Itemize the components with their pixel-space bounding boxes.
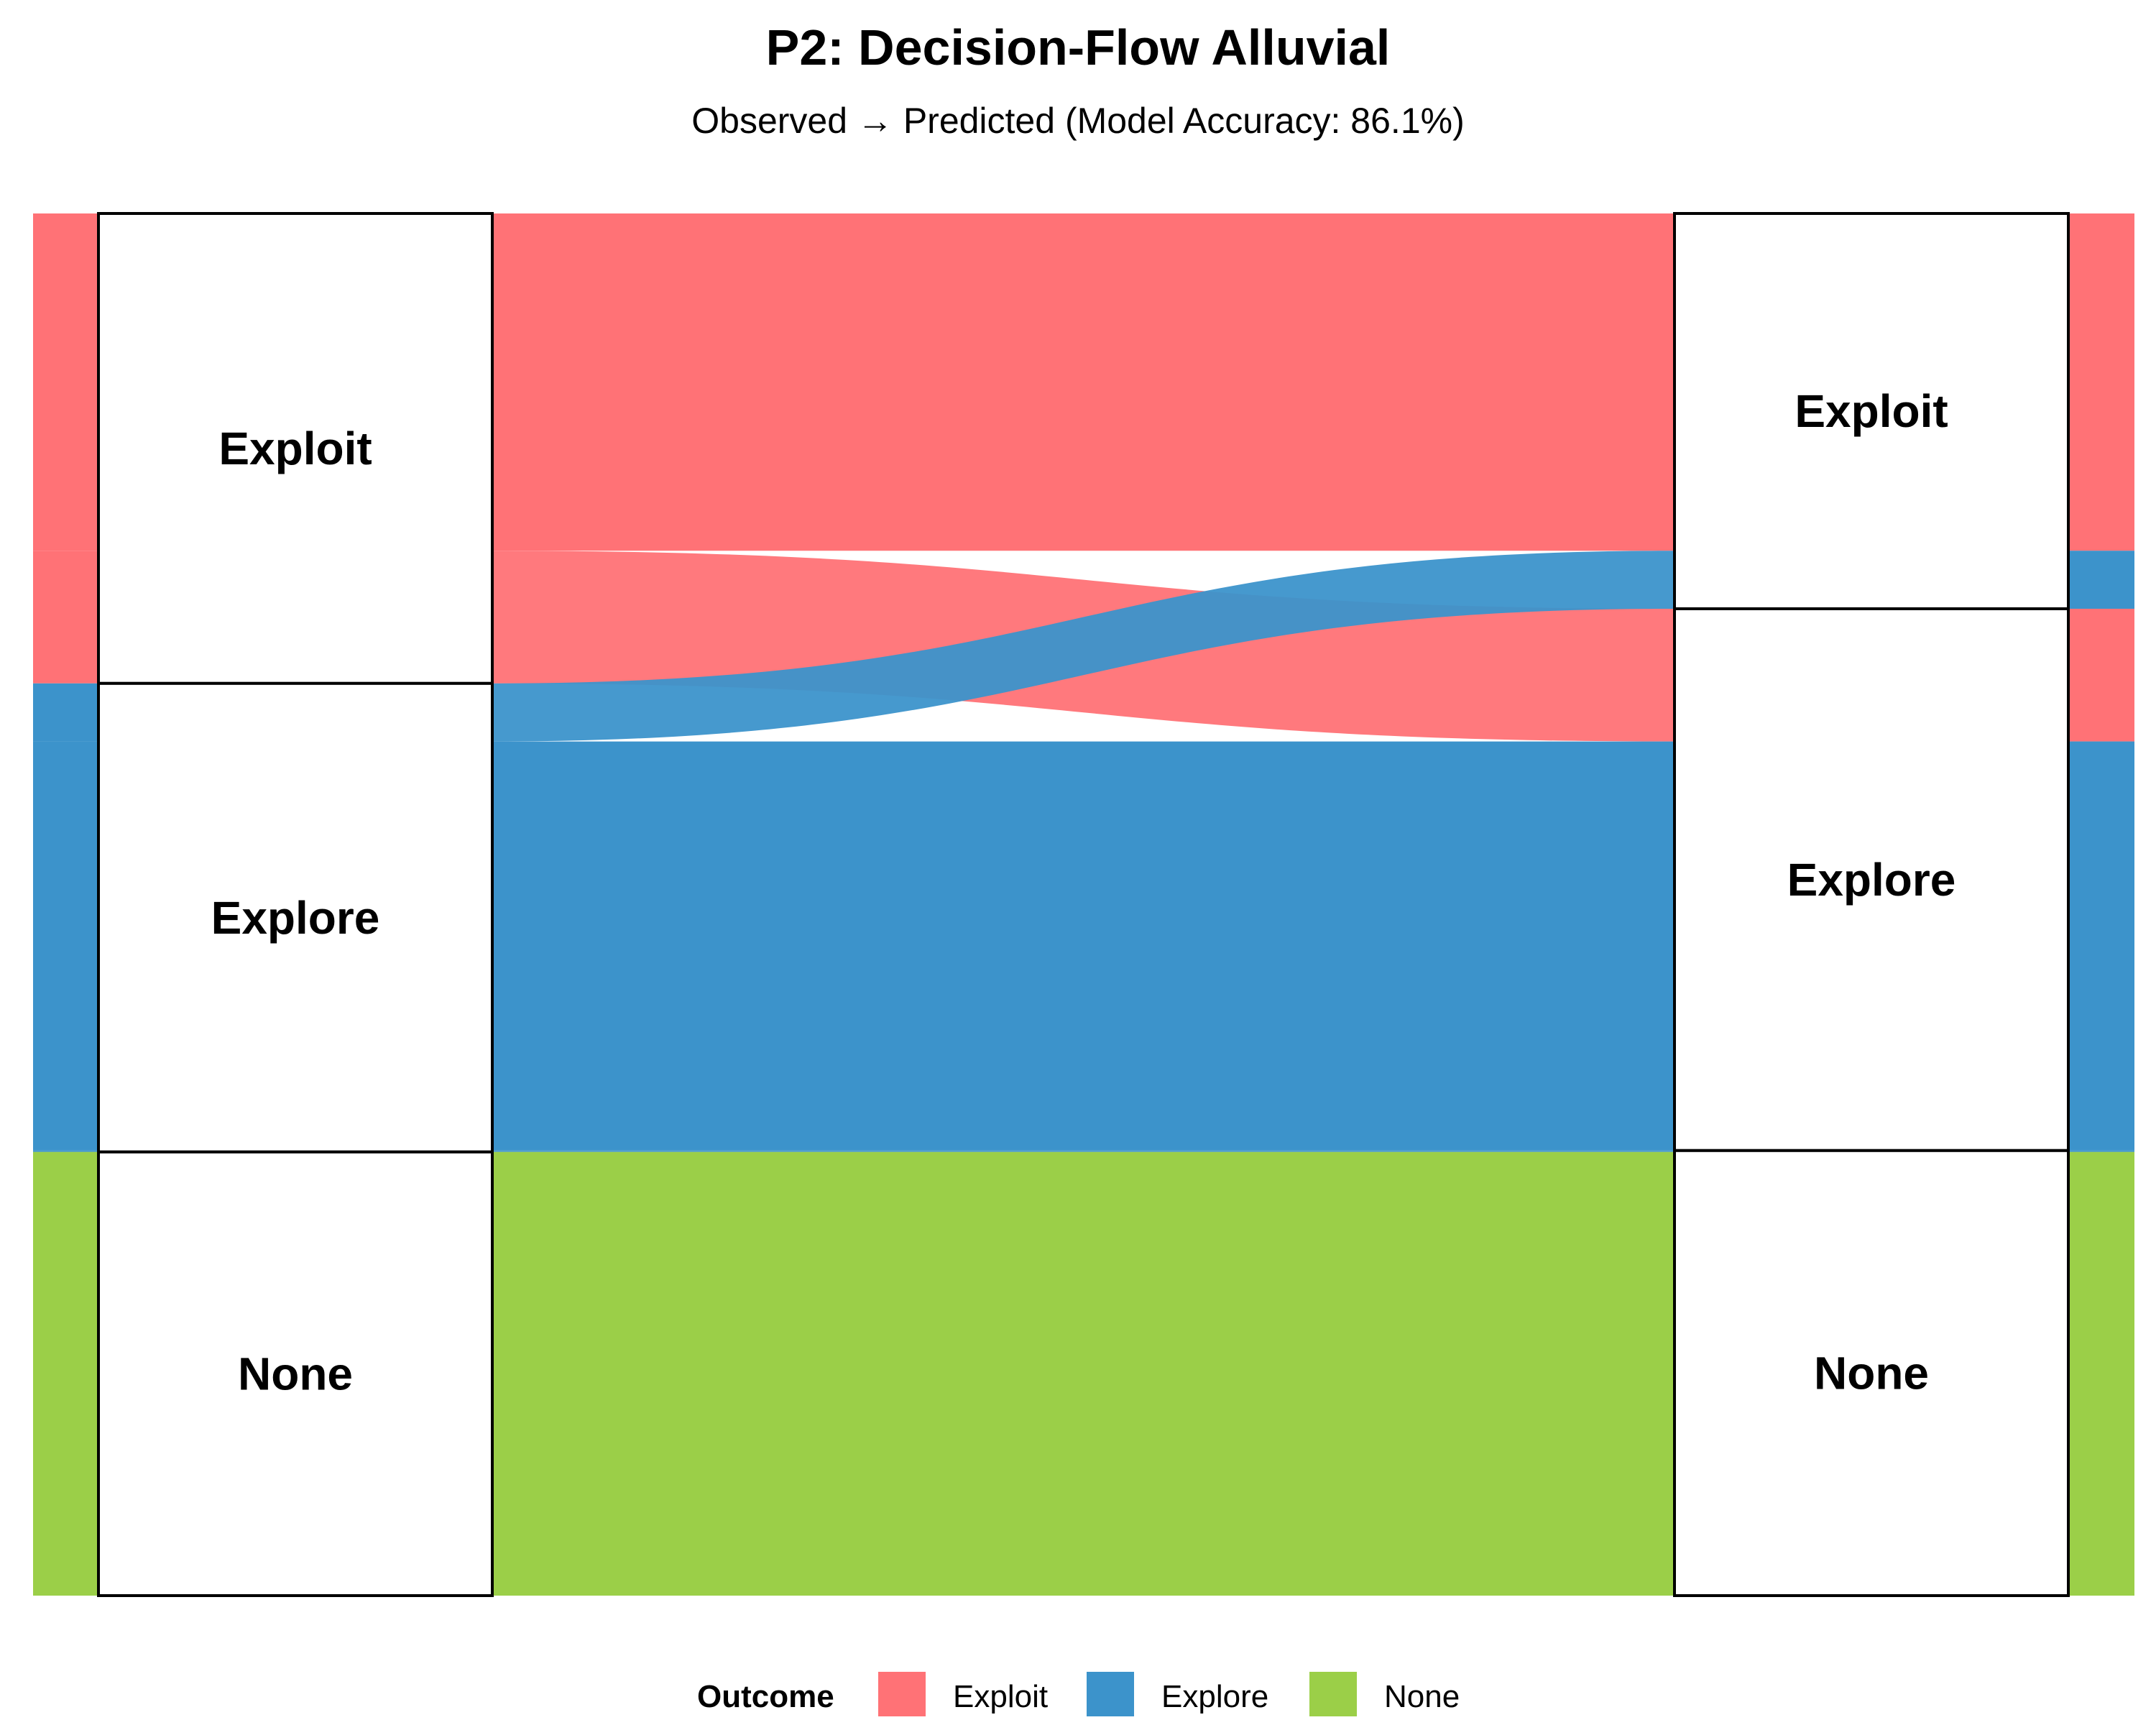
left-bar-explore-to-explore — [33, 741, 98, 1151]
right-bar-exploit-to-exploit — [2068, 213, 2134, 551]
left-bar-explore-to-none — [33, 1150, 98, 1152]
observed-stratum-exploit — [97, 212, 494, 685]
left-bar-explore-to-exploit — [33, 683, 98, 742]
left-bar-none-to-none — [33, 1151, 98, 1596]
legend-title: Outcome — [697, 1679, 834, 1714]
predicted-stratum-label-none: None — [1814, 1347, 1929, 1399]
stratum-color-bars — [33, 213, 2134, 1596]
chart-subtitle: Observed → Predicted (Model Accuracy: 86… — [691, 101, 1464, 141]
stratum-boxes: Exploit Explore None Exploit Explore None — [97, 212, 2070, 1598]
predicted-stratum-exploit — [1673, 212, 2070, 610]
flow-explore-to-none — [492, 1150, 1674, 1152]
flow-none-to-none — [492, 1151, 1674, 1596]
right-bar-explore-to-explore — [2068, 741, 2134, 1151]
chart-title: P2: Decision-Flow Alluvial — [766, 19, 1391, 75]
legend-swatch-explore — [1087, 1672, 1134, 1716]
right-bar-explore-to-exploit — [2068, 551, 2134, 609]
flow-explore-to-explore — [492, 741, 1674, 1151]
observed-stratum-label-exploit: Exploit — [218, 423, 372, 474]
observed-stratum-label-none: None — [238, 1348, 353, 1399]
legend: Outcome Exploit Explore None — [697, 1672, 1460, 1716]
predicted-stratum-explore — [1673, 607, 2070, 1152]
legend-label-exploit: Exploit — [953, 1679, 1048, 1714]
observed-stratum-none — [97, 1150, 494, 1598]
left-bar-exploit-to-exploit — [33, 213, 98, 551]
right-bar-exploit-to-explore — [2068, 608, 2134, 742]
flow-bands — [492, 213, 1674, 1596]
legend-label-explore: Explore — [1161, 1679, 1268, 1714]
predicted-stratum-none — [1673, 1149, 2070, 1597]
right-bar-none-to-none — [2068, 1151, 2134, 1596]
flow-exploit-to-exploit — [492, 213, 1674, 551]
legend-swatch-none — [1309, 1672, 1357, 1716]
legend-swatch-exploit — [878, 1672, 926, 1716]
predicted-stratum-label-explore: Explore — [1787, 854, 1956, 906]
right-bar-explore-to-none — [2068, 1150, 2134, 1152]
left-bar-exploit-to-explore — [33, 551, 98, 684]
observed-stratum-explore — [97, 681, 494, 1154]
observed-stratum-label-explore: Explore — [211, 892, 380, 944]
predicted-stratum-label-exploit: Exploit — [1795, 385, 1948, 437]
legend-label-none: None — [1384, 1679, 1460, 1714]
flow-explore-to-exploit — [492, 551, 1674, 742]
